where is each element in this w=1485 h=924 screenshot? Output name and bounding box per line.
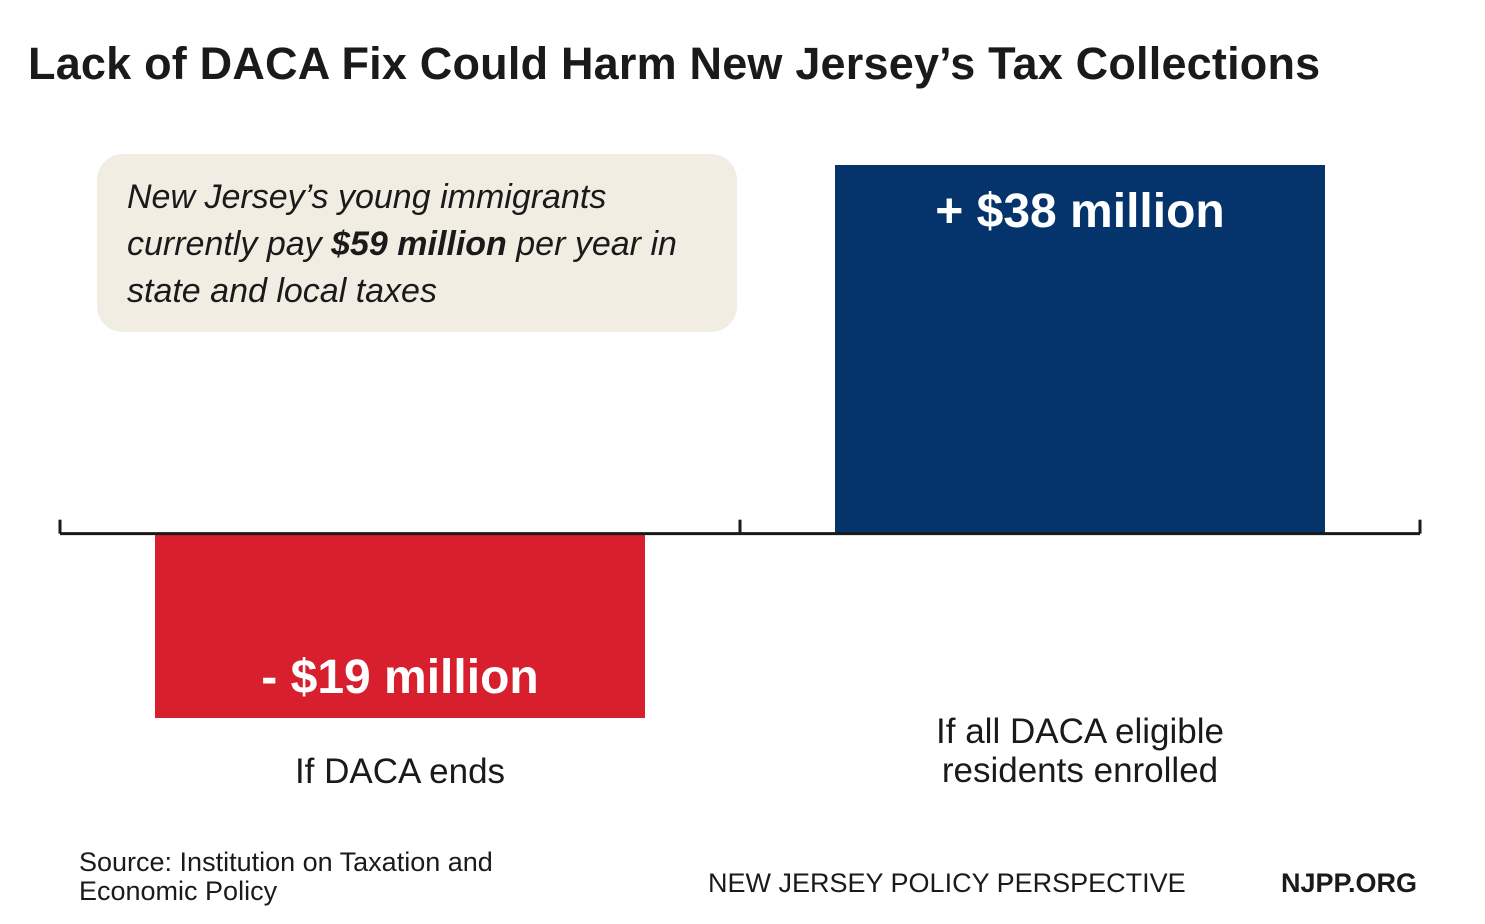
category-label-daca-ends: If DACA ends [294,752,506,791]
callout-text-start: New Jersey’s young immigrants currently … [127,178,607,263]
bar-value-label-1: + $38 million [935,185,1224,238]
site-url: NJPP.ORG [1281,868,1418,898]
callout-box: New Jersey’s young immigrants currently … [97,154,737,332]
callout-text-end: per year in state and local taxes [127,225,677,310]
callout-text: New Jersey’s young immigrants currently … [127,174,717,315]
org-name: NEW JERSEY POLICY PERSPECTIVE [708,868,1186,898]
callout-amount: $59 million [331,225,507,263]
source-note: Source: Institution on Taxation and Econ… [79,847,493,906]
bar-value-label-0: - $19 million [261,651,538,704]
bar-0 [155,533,645,718]
bar-1 [835,165,1325,534]
chart-title: Lack of DACA Fix Could Harm New Jersey’s… [28,38,1321,89]
category-label-all-enrolled: If all DACA eligible residents enrolled [936,712,1224,790]
